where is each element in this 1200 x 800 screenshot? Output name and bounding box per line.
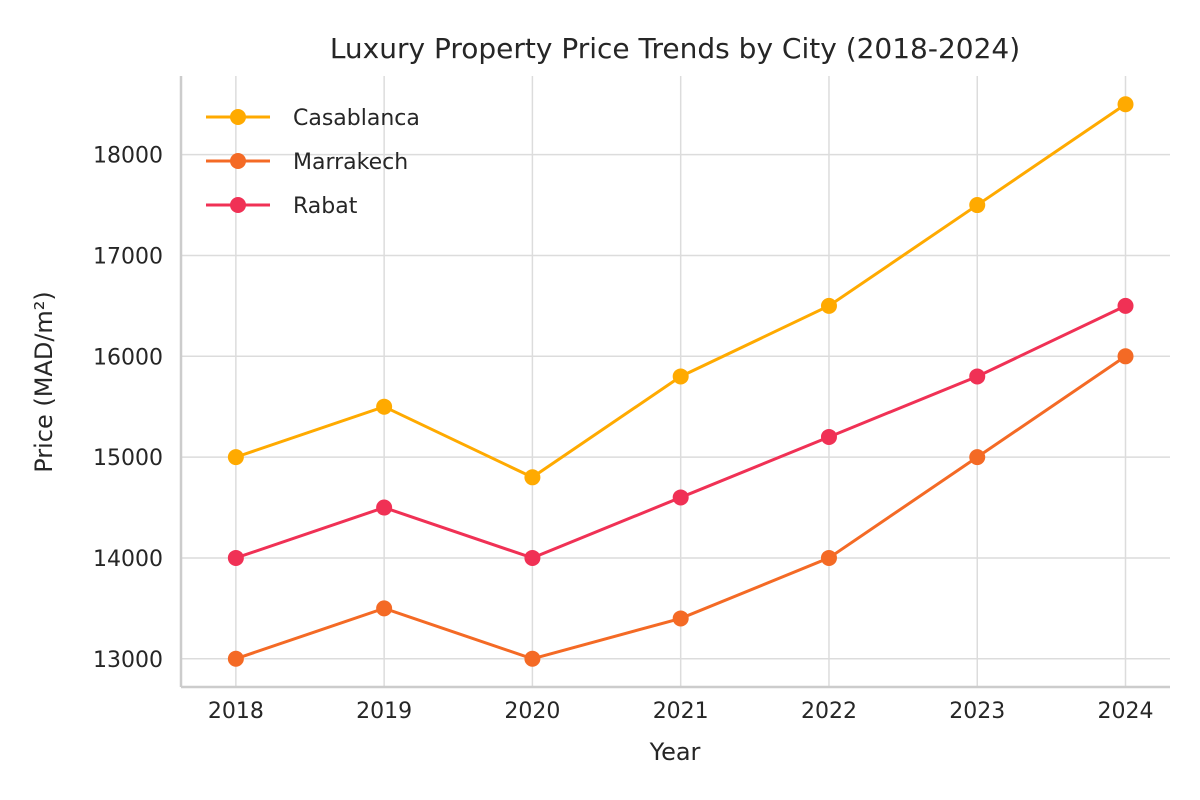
legend-item: Rabat [206,194,358,219]
data-point [376,600,393,617]
legend-label: Marrakech [293,150,408,175]
data-point [969,197,986,214]
chart-title: Luxury Property Price Trends by City (20… [330,32,1020,65]
y-tick-label: 18000 [93,144,163,169]
legend-label: Casablanca [293,106,420,131]
x-tick-label: 2020 [504,699,560,724]
data-point [1117,96,1134,113]
data-point [524,549,541,566]
axes [179,76,1170,689]
data-point [1117,348,1134,365]
data-point [524,469,541,486]
legend-marker [230,109,246,125]
data-point [227,650,244,667]
series-marrakech [227,348,1134,667]
x-axis-title: Year [649,738,701,766]
legend-label: Rabat [293,194,358,219]
series-group [227,96,1134,667]
x-tick-label: 2021 [653,699,709,724]
x-tick-label: 2024 [1098,699,1154,724]
legend-item: Marrakech [206,150,408,175]
data-point [820,549,837,566]
legend-marker [230,153,246,169]
data-point [376,398,393,415]
data-point [524,650,541,667]
data-point [672,610,689,627]
legend: Casablanca Marrakech Rabat [206,106,420,219]
data-point [1117,297,1134,314]
ticks: 2018 2019 2020 2021 2022 2023 2024 13000 14000 15… [93,144,1154,724]
y-tick-label: 13000 [93,648,163,673]
data-point [969,368,986,385]
data-point [820,428,837,445]
data-point [227,449,244,466]
series-casablanca [227,96,1134,486]
legend-marker [230,197,246,213]
x-tick-label: 2018 [208,699,264,724]
data-point [969,449,986,466]
y-tick-label: 15000 [93,446,163,471]
series-rabat [227,297,1134,566]
data-point [820,297,837,314]
y-axis-title: Price (MAD/m²) [30,291,58,473]
data-point [672,489,689,506]
y-tick-label: 16000 [93,345,163,370]
x-tick-label: 2023 [949,699,1005,724]
data-point [227,549,244,566]
data-point [672,368,689,385]
x-tick-label: 2019 [356,699,412,724]
data-point [376,499,393,516]
y-tick-label: 17000 [93,244,163,269]
legend-item: Casablanca [206,106,420,131]
y-tick-label: 14000 [93,547,163,572]
x-tick-label: 2022 [801,699,857,724]
